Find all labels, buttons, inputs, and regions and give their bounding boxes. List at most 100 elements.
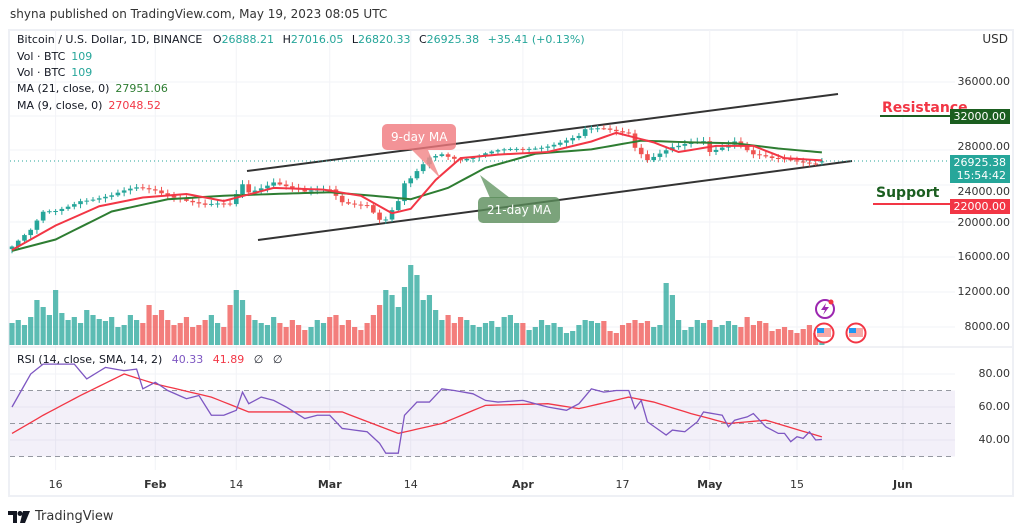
candle-body: [240, 184, 245, 195]
candle-body: [221, 203, 227, 205]
footer-brand[interactable]: TradingView: [8, 509, 114, 524]
rsi-label: RSI (14, close, SMA, 14, 2): [17, 353, 163, 366]
volume-bar: [352, 327, 358, 345]
volume-bar: [383, 290, 389, 345]
volume-bar: [750, 325, 756, 345]
us-flag-event-icon[interactable]: [813, 322, 835, 344]
rsi-legend[interactable]: RSI (14, close, SMA, 14, 2) 40.33 41.89 …: [17, 353, 282, 366]
volume-bar: [439, 320, 445, 345]
ma9-value: 27048.52: [108, 99, 161, 112]
candle-body: [402, 183, 407, 202]
ma9-legend[interactable]: MA (9, close, 0) 27048.52: [17, 99, 161, 112]
volume-bar: [146, 305, 152, 345]
volume-bar: [582, 320, 588, 345]
ma9-callout[interactable]: 9-day MA: [382, 124, 457, 150]
symbol-name: Bitcoin / U.S. Dollar, 1D, BINANCE: [17, 33, 203, 46]
candle-body: [308, 190, 314, 192]
volume-bar: [563, 333, 570, 345]
volume-bar: [34, 300, 40, 345]
candle-body: [128, 188, 133, 191]
rsi-empty-value: ∅: [253, 353, 264, 366]
rsi-tick-label: 40.00: [978, 433, 1011, 446]
candle-body: [165, 193, 171, 196]
volume-bar: [588, 321, 594, 345]
candle-body: [601, 128, 607, 130]
price-tick-label: 12000.00: [957, 285, 1011, 298]
price-tick-label: 16000.00: [957, 250, 1011, 263]
candle-body: [72, 204, 77, 207]
volume-bar: [90, 315, 96, 345]
volume-bar: [190, 327, 196, 345]
candle-body: [564, 140, 569, 143]
candle-body: [757, 154, 762, 156]
candle-body: [452, 156, 457, 159]
us-flag-event-icon[interactable]: [845, 322, 867, 344]
candle-body: [202, 203, 208, 205]
candle-body: [134, 187, 139, 189]
volume-bar: [183, 317, 190, 345]
volume-bar: [700, 323, 707, 345]
candle-body: [676, 145, 681, 148]
ma21-value: 27951.06: [115, 82, 168, 95]
lightning-icon[interactable]: [815, 299, 835, 319]
candle-body: [53, 211, 58, 213]
volume-bar: [102, 321, 109, 345]
volume-bar: [71, 317, 77, 345]
currency-label[interactable]: USD: [982, 32, 1008, 46]
time-tick-label: Mar: [317, 478, 342, 491]
resistance-label: Resistance: [882, 100, 968, 116]
bar-countdown: 15:54:42: [956, 169, 1006, 182]
volume-value: 109: [71, 50, 93, 63]
candle-body: [34, 220, 40, 230]
volume-bar: [532, 327, 538, 345]
candle-body: [352, 203, 357, 205]
ma21-legend[interactable]: MA (21, close, 0) 27951.06: [17, 82, 168, 95]
candle-body: [775, 157, 781, 159]
candle-body: [190, 200, 195, 203]
candle-body: [807, 162, 812, 164]
volume-bar: [77, 323, 84, 345]
volume-legend-1[interactable]: Vol · BTC 109: [17, 50, 92, 63]
candle-body: [377, 212, 382, 220]
volume-bar: [657, 325, 663, 345]
volume-bar: [781, 327, 788, 345]
volume-bar: [271, 317, 277, 345]
volume-bar: [134, 320, 140, 345]
volume-bar: [233, 290, 239, 345]
volume-bar: [688, 327, 694, 345]
candle-body: [595, 128, 600, 130]
candle-body: [819, 161, 825, 163]
volume-label: Vol · BTC: [17, 66, 66, 79]
volume-legend-2[interactable]: Vol · BTC 109: [17, 66, 92, 79]
volume-bar: [283, 327, 289, 345]
volume-bar: [59, 313, 65, 345]
current-price-box: 26925.38 15:54:42: [949, 155, 1010, 183]
candle-body: [96, 198, 102, 200]
volume-bar: [788, 330, 794, 345]
candle-body: [146, 188, 152, 190]
channel-upper-line[interactable]: [246, 93, 839, 172]
price-tick-label: 24000.00: [957, 185, 1011, 198]
volume-bar: [140, 323, 146, 345]
candle-body: [514, 148, 519, 150]
ma21-callout[interactable]: 21-day MA: [478, 197, 561, 223]
high-label: H: [282, 33, 291, 46]
candle-body: [9, 246, 15, 250]
volume-bar: [115, 327, 121, 345]
candle-body: [283, 184, 289, 187]
volume-bar: [800, 329, 806, 345]
volume-bar: [501, 317, 507, 345]
volume-label: Vol · BTC: [17, 50, 66, 63]
candle-body: [439, 154, 445, 157]
candle-body: [769, 156, 775, 158]
volume-bar: [495, 327, 501, 345]
ma9-callout-pointer: [412, 150, 440, 178]
change-value: +35.41 (+0.13%): [487, 33, 585, 46]
volume-bar: [632, 320, 638, 345]
volume-bar: [258, 323, 264, 345]
volume-bar: [302, 330, 308, 345]
volume-bar: [669, 295, 675, 345]
volume-bar: [152, 315, 158, 345]
volume-bar: [214, 323, 221, 345]
